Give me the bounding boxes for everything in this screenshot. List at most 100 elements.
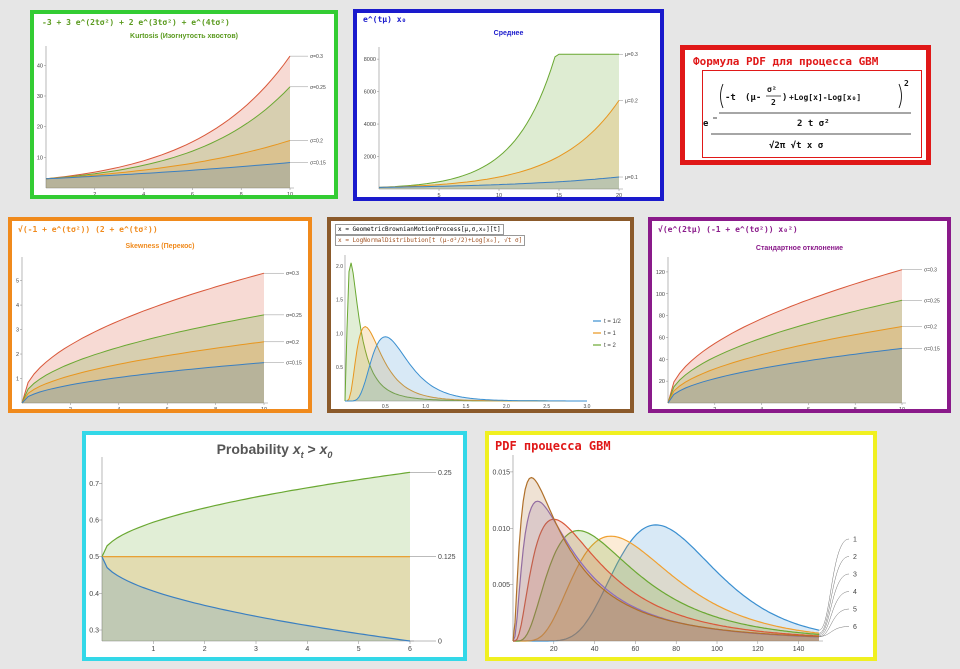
series-line bbox=[101, 556, 411, 642]
x-tick-label: 8 bbox=[214, 407, 217, 409]
series-area bbox=[668, 300, 902, 403]
series-line bbox=[21, 314, 265, 404]
series-label: σ=0.3 bbox=[924, 268, 937, 274]
series-label: σ=0.2 bbox=[310, 138, 323, 144]
x-tick-label: 2 bbox=[69, 407, 72, 409]
x-tick-label: 10 bbox=[496, 193, 502, 197]
y-tick-label: 3 bbox=[16, 328, 19, 334]
legend-label: t = 1/2 bbox=[604, 319, 622, 325]
series-label-leader bbox=[818, 538, 850, 631]
pdf-formula-panel: Формула PDF для процесса GBM e -t (μ-σ² 2) +… bbox=[680, 45, 931, 165]
x-tick-label: 10 bbox=[287, 192, 293, 195]
formula-sigma: σ² bbox=[767, 85, 777, 94]
series-area bbox=[668, 269, 902, 403]
series-label: 4 bbox=[853, 589, 857, 596]
stdev-panel: √(e^(2tμ) (-1 + e^(tσ²)) x₀²) Стандартно… bbox=[648, 217, 951, 413]
series-line bbox=[667, 269, 903, 404]
gbm-pdf-title: PDF процесса GBM bbox=[495, 439, 611, 453]
series-label: μ=0.2 bbox=[625, 98, 638, 104]
series-area bbox=[513, 477, 819, 641]
x-tick-label: 8 bbox=[240, 192, 243, 195]
probability-title: Probability xt > x0 bbox=[86, 441, 463, 460]
y-tick-label: 0.4 bbox=[89, 591, 99, 598]
y-tick-label: 2 bbox=[16, 352, 19, 358]
y-tick-label: 40 bbox=[659, 357, 665, 363]
x-tick-label: 2.5 bbox=[543, 404, 550, 409]
series-area bbox=[668, 348, 902, 403]
gbm-pdf-chart: 20 40 60 80 100 120 140 0.005 0.010 0.015 1 2 3 4 5 6 bbox=[492, 455, 857, 653]
series-line bbox=[512, 476, 820, 642]
series-label: σ=0.2 bbox=[924, 325, 937, 331]
pdf-formula-expression: e -t (μ-σ² 2) +Log[x]-Log[x₀] 2 2 t σ² √2π √t x… bbox=[703, 79, 911, 151]
y-tick-label: 80 bbox=[659, 314, 665, 320]
x-tick-label: 6 bbox=[166, 407, 169, 409]
y-tick-label: 0.5 bbox=[89, 554, 99, 561]
x-tick-label: 120 bbox=[752, 646, 764, 653]
probability-title-sub-t: t bbox=[300, 449, 304, 460]
mean-formula: e^(tμ) x₀ bbox=[363, 15, 407, 24]
stdev-chart: 2 4 6 8 10 20 40 60 80 100 120 σ=0.3 σ=0.25 σ=0.2 σ=0.… bbox=[656, 257, 940, 409]
y-tick-label: 4000 bbox=[364, 122, 376, 128]
series-area bbox=[102, 556, 410, 641]
x-tick-label: 4 bbox=[305, 646, 309, 653]
series-label: 1 bbox=[853, 537, 857, 544]
series-label: σ=0.25 bbox=[286, 313, 302, 319]
kurtosis-panel: -3 + 3 e^(2tσ²) + 2 e^(3tσ²) + e^(4tσ²) … bbox=[30, 10, 338, 199]
y-tick-label: 100 bbox=[656, 292, 665, 298]
lognormal-panel: x ≈ GeometricBrownianMotionProcess[μ,σ,x… bbox=[327, 217, 634, 413]
x-tick-label: 80 bbox=[672, 646, 680, 653]
series-label: 0.25 bbox=[438, 470, 452, 477]
series-label: σ=0.2 bbox=[286, 340, 299, 346]
formula-base: e bbox=[703, 119, 709, 129]
mean-panel: e^(tμ) x₀ Среднее 5 10 15 20 2000 4000 6000 800… bbox=[353, 9, 664, 201]
formula-mu: (μ- bbox=[745, 93, 761, 103]
x-tick-label: 20 bbox=[550, 646, 558, 653]
y-tick-label: 1.5 bbox=[336, 298, 343, 304]
series-label: 0 bbox=[438, 639, 442, 646]
probability-chart: 1 2 3 4 5 6 0.3 0.4 0.5 0.6 0.7 0.25 0.125 0 bbox=[89, 457, 456, 653]
series-area bbox=[22, 341, 264, 403]
x-tick-label: 100 bbox=[711, 646, 723, 653]
x-tick-label: 6 bbox=[408, 646, 412, 653]
series-area bbox=[513, 530, 819, 641]
series-label: σ=0.25 bbox=[310, 85, 326, 91]
x-tick-label: 2 bbox=[203, 646, 207, 653]
series-area bbox=[345, 326, 587, 401]
probability-title-prefix: Probability bbox=[216, 441, 289, 457]
series-area bbox=[513, 501, 819, 641]
x-tick-label: 4 bbox=[760, 407, 763, 409]
y-tick-label: 20 bbox=[37, 125, 43, 131]
x-tick-label: 2 bbox=[713, 407, 716, 409]
series-area bbox=[46, 140, 290, 188]
series-line bbox=[21, 362, 265, 404]
series-label: μ=0.1 bbox=[625, 175, 638, 181]
mean-chart: 5 10 15 20 2000 4000 6000 8000 μ=0.3 μ=0.2 μ=0.1 bbox=[364, 47, 638, 197]
x-tick-label: 60 bbox=[632, 646, 640, 653]
y-tick-label: 0.015 bbox=[492, 469, 510, 476]
gbm-pdf-panel: PDF процесса GBM 20 40 60 80 100 120 140 0.005 0… bbox=[485, 431, 877, 661]
x-tick-label: 15 bbox=[556, 193, 562, 197]
y-tick-label: 2.0 bbox=[336, 264, 343, 270]
y-tick-label: 0.5 bbox=[336, 365, 343, 371]
skewness-formula: √(-1 + e^(tσ²)) (2 + e^(tσ²)) bbox=[18, 225, 158, 234]
x-tick-label: 4 bbox=[117, 407, 120, 409]
y-tick-label: 0.3 bbox=[89, 628, 99, 635]
series-label: σ=0.3 bbox=[286, 271, 299, 277]
skewness-subtitle: Skewness (Перекос) bbox=[125, 243, 195, 250]
x-tick-label: 1.0 bbox=[422, 404, 429, 409]
x-tick-label: 6 bbox=[191, 192, 194, 195]
series-line bbox=[513, 524, 820, 642]
kurtosis-formula: -3 + 3 e^(2tσ²) + 2 e^(3tσ²) + e^(4tσ²) bbox=[42, 18, 230, 27]
x-tick-label: 2.0 bbox=[503, 404, 510, 409]
stdev-formula: √(e^(2tμ) (-1 + e^(tσ²)) x₀²) bbox=[658, 225, 798, 234]
series-area bbox=[46, 162, 290, 188]
series-area bbox=[513, 519, 819, 641]
x-tick-label: 5 bbox=[437, 193, 440, 197]
series-area bbox=[379, 100, 619, 189]
series-area bbox=[46, 56, 290, 188]
series-label: σ=0.15 bbox=[286, 361, 302, 367]
series-label: σ=0.25 bbox=[924, 298, 940, 304]
kurtosis-chart: 2 4 6 8 10 10 20 30 40 σ=0.3 σ=0.25 σ=0.2 σ=0.15 bbox=[37, 46, 326, 195]
y-tick-label: 0.6 bbox=[89, 518, 99, 525]
formula-denominator: 2 t σ² bbox=[797, 119, 830, 129]
